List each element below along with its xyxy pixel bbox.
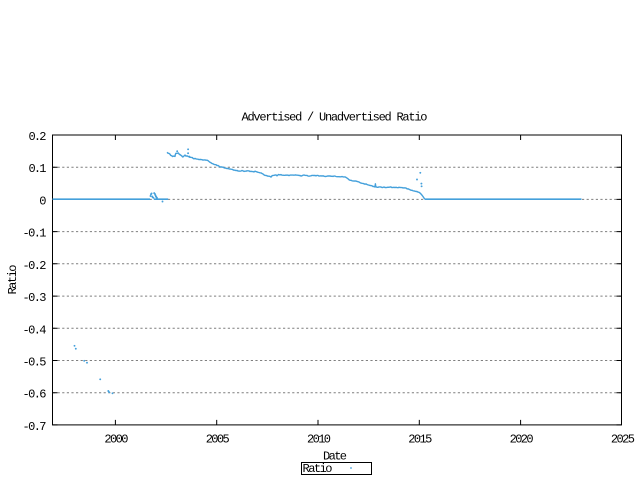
- svg-text:-0.3: -0.3: [23, 291, 47, 305]
- svg-text:0.1: 0.1: [29, 162, 47, 176]
- svg-text:2000: 2000: [104, 433, 128, 447]
- svg-text:-0.1: -0.1: [23, 227, 47, 241]
- svg-text:Ratio: Ratio: [6, 265, 20, 295]
- svg-text:2020: 2020: [510, 433, 534, 447]
- svg-text:-0.4: -0.4: [23, 323, 47, 337]
- svg-text:Advertised / Unadvertised Rati: Advertised / Unadvertised Ratio: [242, 111, 428, 125]
- svg-text:2015: 2015: [408, 433, 432, 447]
- svg-text:2010: 2010: [307, 433, 331, 447]
- svg-text:0.2: 0.2: [29, 130, 47, 144]
- svg-text:-0.5: -0.5: [23, 355, 47, 369]
- svg-text:2005: 2005: [206, 433, 230, 447]
- svg-text:Date: Date: [323, 450, 347, 464]
- svg-text:2025: 2025: [611, 433, 635, 447]
- svg-text:-0.7: -0.7: [23, 420, 47, 434]
- svg-text:-0.2: -0.2: [23, 259, 47, 273]
- svg-text:Ratio: Ratio: [303, 462, 333, 476]
- svg-text:-0.6: -0.6: [23, 388, 47, 402]
- svg-text:0: 0: [39, 194, 46, 208]
